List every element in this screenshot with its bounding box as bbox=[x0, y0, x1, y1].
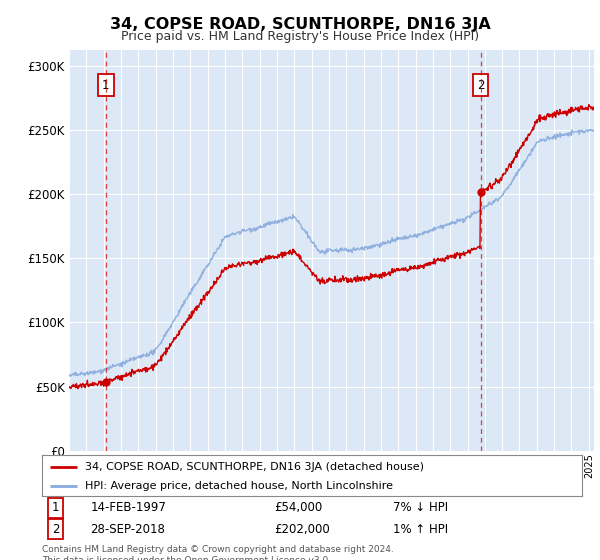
Text: 1: 1 bbox=[102, 78, 109, 91]
Text: 1% ↑ HPI: 1% ↑ HPI bbox=[393, 522, 448, 536]
Text: Contains HM Land Registry data © Crown copyright and database right 2024.
This d: Contains HM Land Registry data © Crown c… bbox=[42, 545, 394, 560]
Text: 7% ↓ HPI: 7% ↓ HPI bbox=[393, 501, 448, 515]
Text: 2: 2 bbox=[52, 522, 59, 536]
Text: Price paid vs. HM Land Registry's House Price Index (HPI): Price paid vs. HM Land Registry's House … bbox=[121, 30, 479, 43]
Text: £54,000: £54,000 bbox=[274, 501, 322, 515]
Text: 2: 2 bbox=[477, 78, 484, 91]
Text: 14-FEB-1997: 14-FEB-1997 bbox=[91, 501, 166, 515]
Text: HPI: Average price, detached house, North Lincolnshire: HPI: Average price, detached house, Nort… bbox=[85, 480, 393, 491]
Text: 28-SEP-2018: 28-SEP-2018 bbox=[91, 522, 166, 536]
Text: 34, COPSE ROAD, SCUNTHORPE, DN16 3JA (detached house): 34, COPSE ROAD, SCUNTHORPE, DN16 3JA (de… bbox=[85, 461, 424, 472]
Text: £202,000: £202,000 bbox=[274, 522, 330, 536]
Text: 34, COPSE ROAD, SCUNTHORPE, DN16 3JA: 34, COPSE ROAD, SCUNTHORPE, DN16 3JA bbox=[110, 17, 490, 31]
Text: 1: 1 bbox=[52, 501, 59, 515]
